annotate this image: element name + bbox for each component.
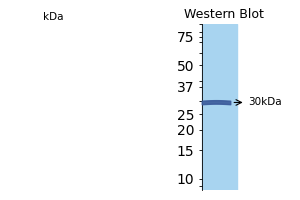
Text: 30kDa: 30kDa: [248, 97, 281, 107]
Y-axis label: kDa: kDa: [0, 199, 1, 200]
Bar: [202, 24, 237, 190]
Text: Western Blot: Western Blot: [184, 8, 264, 21]
Text: kDa: kDa: [43, 12, 64, 22]
